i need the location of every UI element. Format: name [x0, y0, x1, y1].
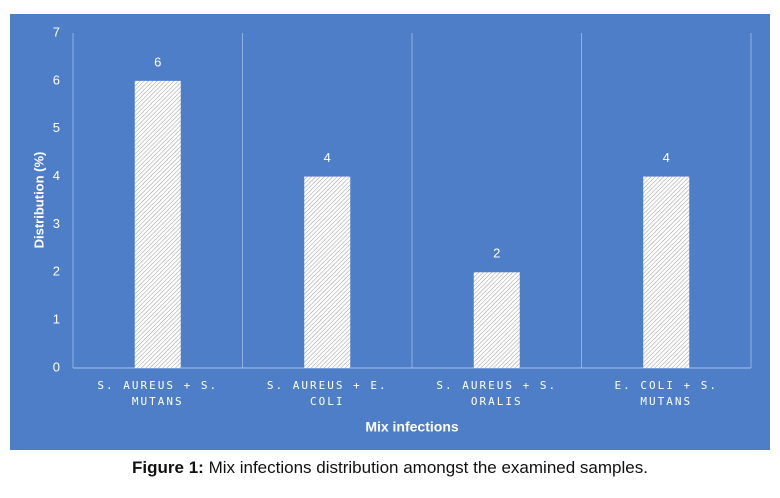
y-tick-label: 1: [53, 312, 60, 327]
y-tick-label: 6: [53, 72, 60, 87]
y-tick-label: 7: [53, 24, 60, 39]
bar: [643, 176, 690, 368]
x-tick-label: S. AUREUS + E. COLI: [266, 379, 388, 408]
y-tick-label: 3: [53, 216, 60, 231]
bar: [304, 176, 351, 368]
x-tick-label: S. AUREUS + S. MUTANS: [97, 379, 219, 408]
value-label: 4: [324, 150, 331, 165]
bar: [134, 80, 181, 368]
caption-text: Mix infections distribution amongst the …: [208, 458, 648, 477]
x-tick-label: E. COLI + S. MUTANS: [614, 379, 718, 408]
y-axis-title: Distribution (%): [31, 152, 46, 249]
caption: Figure 1: Mix infections distribution am…: [0, 458, 780, 478]
value-label: 2: [493, 246, 500, 261]
x-axis-title: Mix infections: [365, 419, 459, 435]
y-tick-label: 5: [53, 120, 60, 135]
y-tick-label: 4: [53, 168, 60, 183]
x-tick-label: S. AUREUS + S. ORALIS: [436, 379, 558, 408]
bar: [473, 272, 520, 368]
y-tick-label: 2: [53, 264, 60, 279]
value-label: 4: [663, 150, 670, 165]
value-label: 6: [154, 54, 161, 69]
y-tick-label: 0: [53, 359, 60, 374]
caption-label: Figure 1:: [132, 458, 204, 477]
